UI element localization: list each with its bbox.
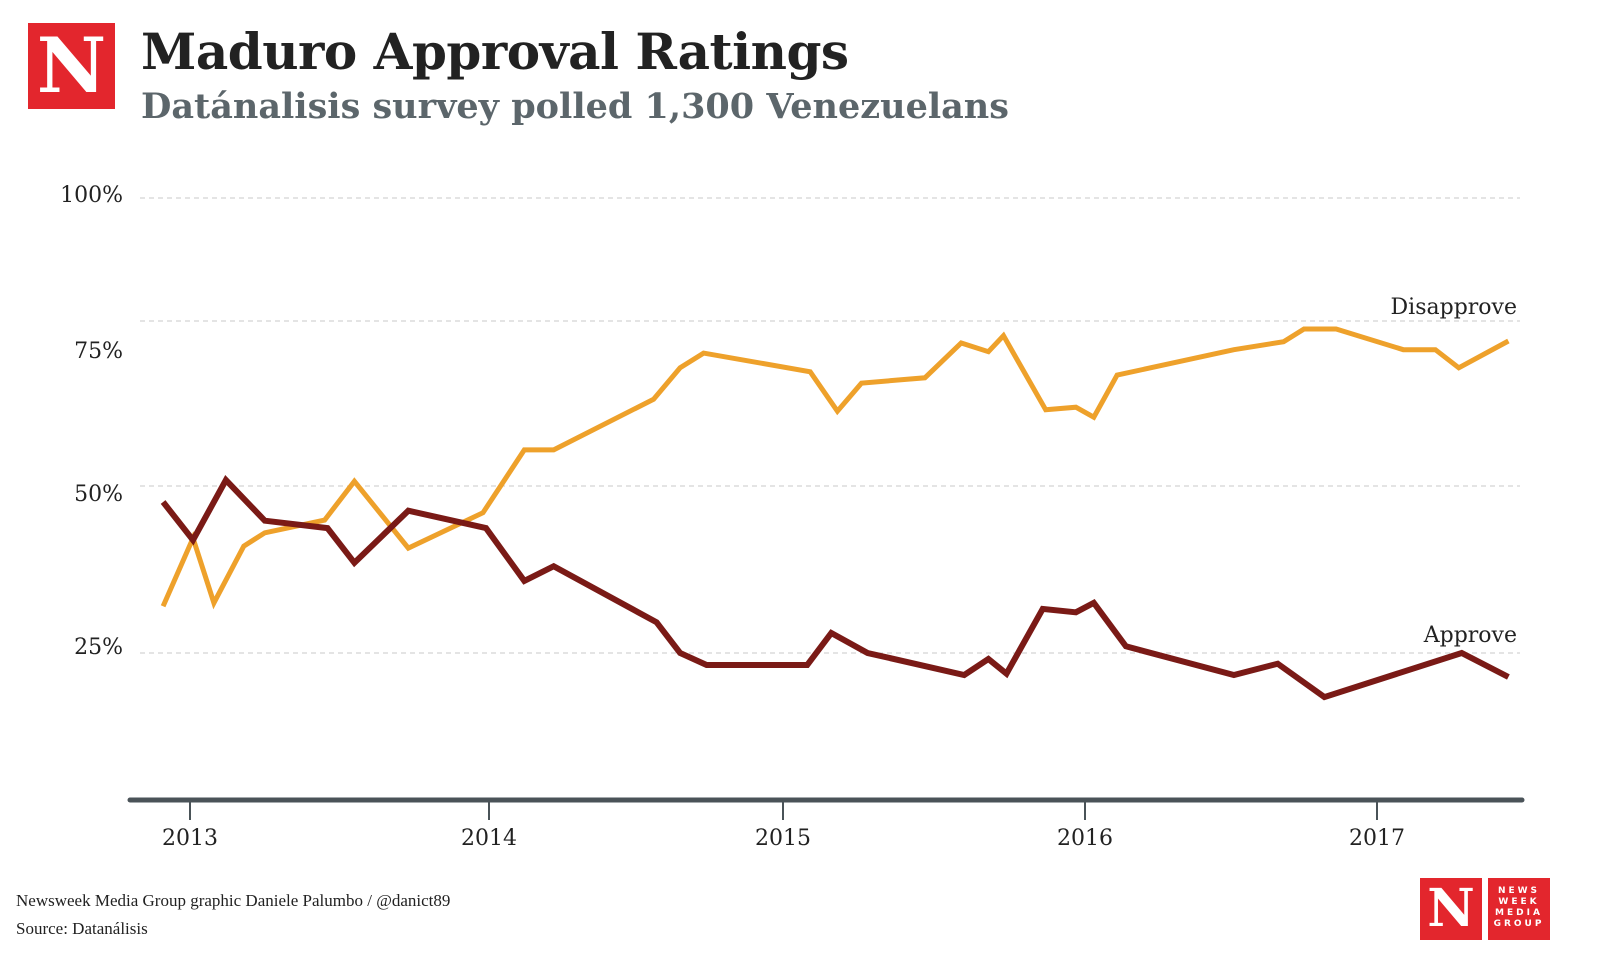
logo-line: MEDIA	[1495, 908, 1543, 918]
x-tick-label: 2016	[1057, 826, 1113, 851]
credit-text: Newsweek Media Group graphic Daniele Pal…	[16, 891, 451, 910]
y-tick-label: 75%	[74, 339, 123, 364]
newsweek-footer-logo: N	[1420, 878, 1482, 940]
x-tick-label: 2015	[755, 826, 811, 851]
newsweek-logo: N	[28, 23, 115, 109]
y-tick-label: 50%	[74, 482, 123, 507]
disapprove-line	[160, 326, 1510, 610]
logo-line: WEEK	[1498, 897, 1540, 907]
source-text: Source: Datanálisis	[16, 919, 148, 938]
logo-line: GROUP	[1493, 919, 1545, 929]
y-tick-label: 25%	[74, 635, 123, 660]
chart-subtitle: Datánalisis survey polled 1,300 Venezuel…	[141, 86, 1009, 127]
approve-label: Approve	[1423, 623, 1517, 648]
approve-line	[160, 474, 1510, 701]
disapprove-label: Disapprove	[1391, 295, 1517, 320]
x-tick-label: 2014	[461, 826, 517, 851]
x-tick-label: 2013	[162, 826, 218, 851]
newsweek-media-group-logo: NEWS WEEK MEDIA GROUP	[1488, 878, 1550, 940]
x-tick-label: 2017	[1349, 826, 1405, 851]
chart-title: Maduro Approval Ratings	[141, 22, 849, 81]
logo-line: NEWS	[1497, 886, 1541, 896]
y-tick-label: 100%	[60, 183, 123, 208]
